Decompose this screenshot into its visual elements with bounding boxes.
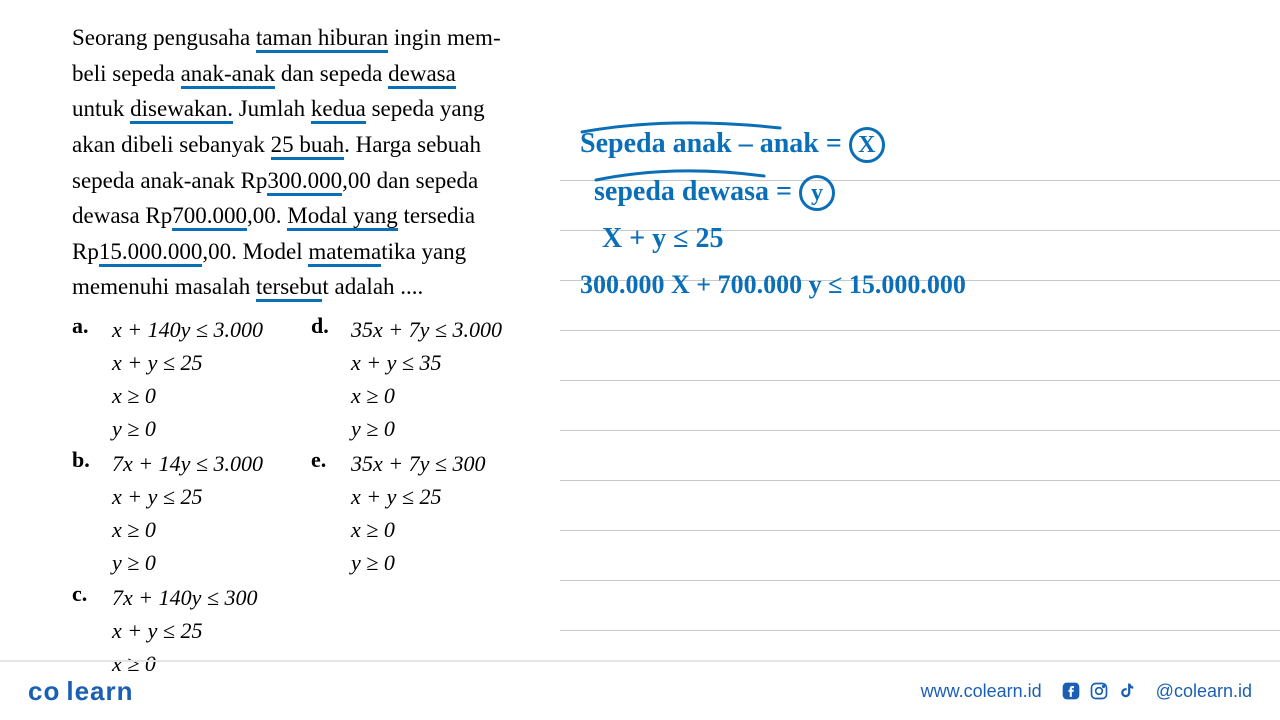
option-d-line: x ≥ 0: [351, 379, 502, 412]
option-a-line: x + 140y ≤ 3.000: [112, 313, 263, 346]
option-a-line: x + y ≤ 25: [112, 346, 263, 379]
handwriting-line-4: 300.000 X + 700.000 y ≤ 15.000.000: [580, 263, 1280, 307]
arc-icon: [580, 120, 890, 134]
option-c-line: 7x + 140y ≤ 300: [112, 581, 257, 614]
option-b-line: y ≥ 0: [112, 546, 263, 579]
option-e-line: 35x + 7y ≤ 300: [351, 447, 485, 480]
option-label-b: b.: [72, 447, 112, 579]
option-a: a. x + 140y ≤ 3.000 x + y ≤ 25 x ≥ 0 y ≥…: [72, 313, 311, 445]
footer-url[interactable]: www.colearn.id: [921, 681, 1042, 702]
option-b-line: x ≥ 0: [112, 513, 263, 546]
option-e-line: x + y ≤ 25: [351, 480, 485, 513]
option-a-line: y ≥ 0: [112, 412, 263, 445]
tiktok-icon[interactable]: [1116, 680, 1138, 702]
footer: colearn www.colearn.id @colearn.id: [0, 660, 1280, 720]
option-d-line: y ≥ 0: [351, 412, 502, 445]
option-b: b. 7x + 14y ≤ 3.000 x + y ≤ 25 x ≥ 0 y ≥…: [72, 447, 311, 579]
notes-column: Sepeda anak – anak = X sepeda dewasa = y…: [560, 0, 1280, 660]
option-d-line: x + y ≤ 35: [351, 346, 502, 379]
option-b-line: x + y ≤ 25: [112, 480, 263, 513]
question-text: Seorang pengusaha taman hiburan ingin me…: [72, 20, 550, 305]
handwriting-line-2: sepeda dewasa = y: [580, 168, 1280, 216]
question-column: Seorang pengusaha taman hiburan ingin me…: [0, 0, 560, 660]
brand-logo: colearn: [28, 676, 134, 707]
option-d: d. 35x + 7y ≤ 3.000 x + y ≤ 35 x ≥ 0 y ≥…: [311, 313, 550, 445]
option-c-line: x + y ≤ 25: [112, 614, 257, 647]
ruled-lines: [560, 0, 1280, 660]
option-e-line: x ≥ 0: [351, 513, 485, 546]
handwriting-line-1: Sepeda anak – anak = X: [580, 120, 1280, 168]
option-d-line: 35x + 7y ≤ 3.000: [351, 313, 502, 346]
facebook-icon[interactable]: [1060, 680, 1082, 702]
option-label-e: e.: [311, 447, 351, 579]
footer-handle[interactable]: @colearn.id: [1156, 681, 1252, 702]
handwriting-area: Sepeda anak – anak = X sepeda dewasa = y…: [560, 120, 1280, 307]
hw-text: X + y ≤ 25: [602, 223, 724, 254]
arc-icon: [594, 168, 854, 182]
social-icons: [1060, 680, 1138, 702]
option-label-d: d.: [311, 313, 351, 445]
option-e: e. 35x + 7y ≤ 300 x + y ≤ 25 x ≥ 0 y ≥ 0: [311, 447, 550, 579]
option-b-line: 7x + 14y ≤ 3.000: [112, 447, 263, 480]
answer-options: a. x + 140y ≤ 3.000 x + y ≤ 25 x ≥ 0 y ≥…: [72, 313, 550, 682]
handwriting-line-3: X + y ≤ 25: [580, 215, 1280, 263]
instagram-icon[interactable]: [1088, 680, 1110, 702]
option-label-a: a.: [72, 313, 112, 445]
option-a-line: x ≥ 0: [112, 379, 263, 412]
option-e-line: y ≥ 0: [351, 546, 485, 579]
hw-text: 300.000 X + 700.000 y ≤ 15.000.000: [580, 270, 966, 299]
